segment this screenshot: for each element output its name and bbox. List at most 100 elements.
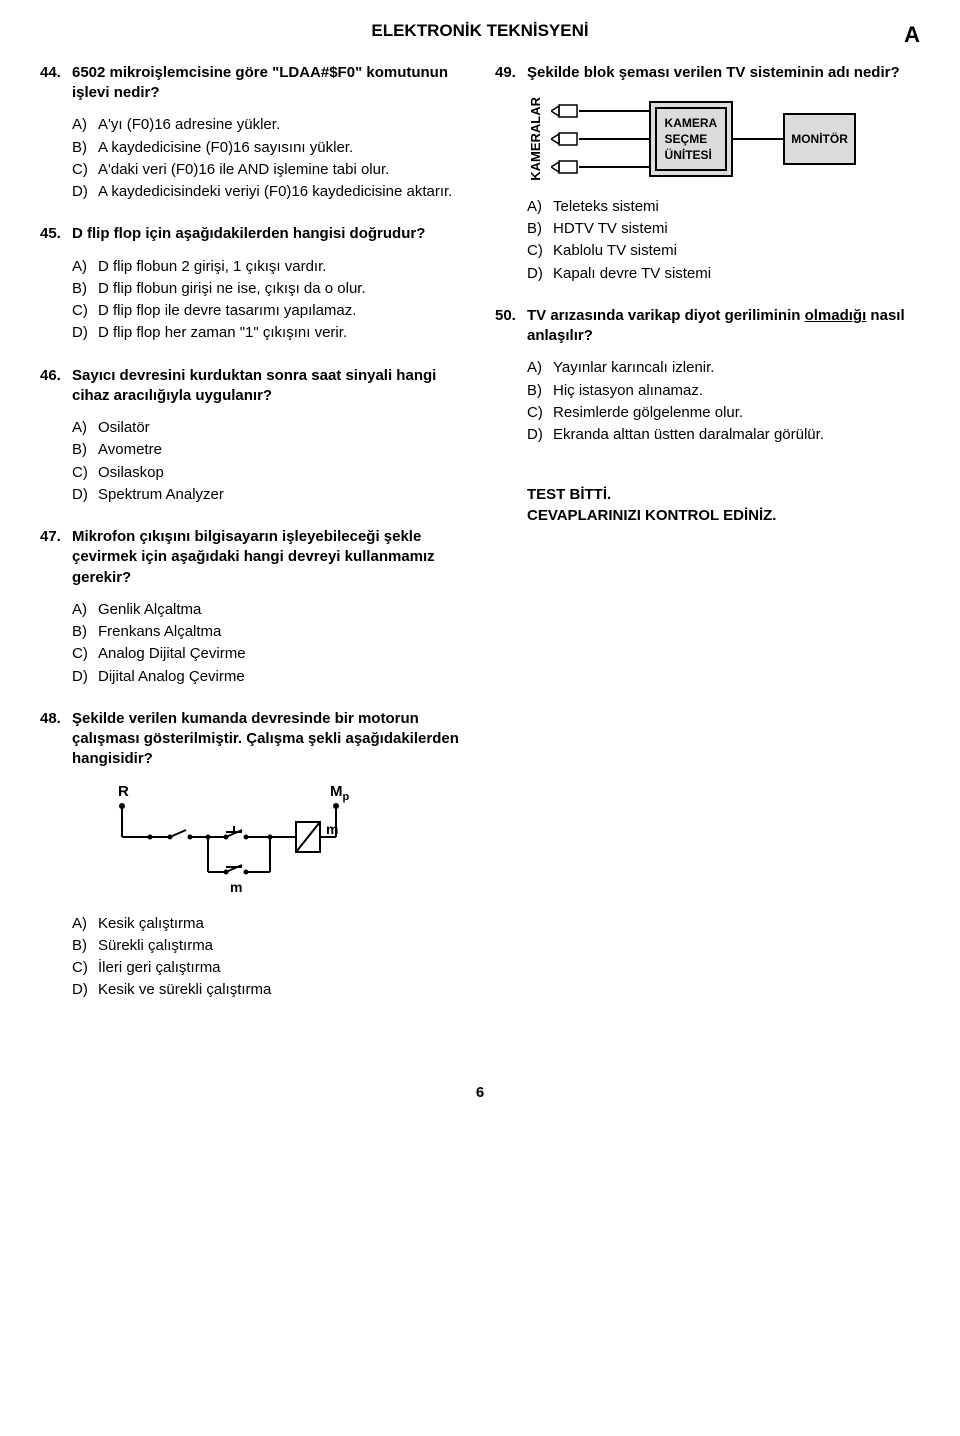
q47-a-label: A) (72, 600, 94, 620)
q45-num: 45. (40, 224, 66, 244)
q49-c-label: C) (527, 241, 549, 261)
question-47: 47. Mikrofon çıkışını bilgisayarın işley… (40, 527, 465, 687)
circuit-label-Mp: Mp (330, 783, 350, 803)
q48-b-label: B) (72, 936, 94, 956)
q49-options: A)Teleteks sistemi B)HDTV TV sistemi C)K… (527, 197, 920, 284)
q44-a-label: A) (72, 115, 94, 135)
q50-c: Resimlerde gölgelenme olur. (553, 403, 920, 423)
page-number: 6 (40, 1083, 920, 1103)
q46-text: Sayıcı devresini kurduktan sonra saat si… (72, 366, 465, 407)
test-end-2: CEVAPLARINIZI KONTROL EDİNİZ. (527, 506, 920, 526)
q47-c: Analog Dijital Çevirme (98, 644, 465, 664)
q48-num: 48. (40, 709, 66, 770)
q45-d-label: D) (72, 323, 94, 343)
q46-a-label: A) (72, 418, 94, 438)
q50-options: A)Yayınlar karıncalı izlenir. B)Hiç ista… (527, 358, 920, 445)
q45-d: D flip flop her zaman "1" çıkışını verir… (98, 323, 465, 343)
question-49: 49. Şekilde blok şeması verilen TV siste… (495, 63, 920, 284)
q48-c: İleri geri çalıştırma (98, 958, 465, 978)
q48-b: Sürekli çalıştırma (98, 936, 465, 956)
q46-a: Osilatör (98, 418, 465, 438)
header-title: ELEKTRONİK TEKNİSYENİ (371, 20, 588, 43)
question-46: 46. Sayıcı devresini kurduktan sonra saa… (40, 366, 465, 506)
q46-options: A)Osilatör B)Avometre C)Osilaskop D)Spek… (72, 418, 465, 505)
q44-a: A'yı (F0)16 adresine yükler. (98, 115, 465, 135)
q45-c-label: C) (72, 301, 94, 321)
left-column: 44. 6502 mikroişlemcisine göre "LDAA#$F0… (40, 63, 465, 1023)
header-letter: A (904, 20, 920, 50)
q50-text-underline: olmadığı (805, 307, 867, 324)
right-column: 49. Şekilde blok şeması verilen TV siste… (495, 63, 920, 1023)
circuit-label-R: R (118, 783, 129, 800)
q49-b: HDTV TV sistemi (553, 219, 920, 239)
q49-d-label: D) (527, 264, 549, 284)
question-48: 48. Şekilde verilen kumanda devresinde b… (40, 709, 465, 1001)
q44-b-label: B) (72, 138, 94, 158)
q50-d: Ekranda alttan üstten daralmalar görülür… (553, 425, 920, 445)
q49-text: Şekilde blok şeması verilen TV sistemini… (527, 63, 920, 83)
q48-a-label: A) (72, 914, 94, 934)
test-end-1: TEST BİTTİ. (527, 485, 920, 505)
q47-a: Genlik Alçaltma (98, 600, 465, 620)
connection-lines (579, 99, 649, 179)
q47-options: A)Genlik Alçaltma B)Frenkans Alçaltma C)… (72, 600, 465, 687)
q48-d: Kesik ve sürekli çalıştırma (98, 980, 465, 1000)
q48-options: A)Kesik çalıştırma B)Sürekli çalıştırma … (72, 914, 465, 1001)
q47-b: Frenkans Alçaltma (98, 622, 465, 642)
page-header: ELEKTRONİK TEKNİSYENİ A (40, 20, 920, 43)
mid-line (733, 138, 783, 140)
q49-a: Teleteks sistemi (553, 197, 920, 217)
camera-icons (551, 102, 579, 176)
q49-a-label: A) (527, 197, 549, 217)
q44-b: A kaydedicisine (F0)16 sayısını yükler. (98, 138, 465, 158)
q49-num: 49. (495, 63, 521, 83)
q49-b-label: B) (527, 219, 549, 239)
q47-num: 47. (40, 527, 66, 588)
q46-b: Avometre (98, 440, 465, 460)
box1-l2: SEÇME (665, 131, 718, 147)
camera-icon (551, 158, 579, 176)
q48-d-label: D) (72, 980, 94, 1000)
q45-a-label: A) (72, 257, 94, 277)
question-45: 45. D flip flop için aşağıdakilerden han… (40, 224, 465, 343)
q47-c-label: C) (72, 644, 94, 664)
q47-d: Dijital Analog Çevirme (98, 667, 465, 687)
kamera-secme-box-outer: KAMERA SEÇME ÜNİTESİ (649, 101, 734, 178)
q47-b-label: B) (72, 622, 94, 642)
q48-text: Şekilde verilen kumanda devresinde bir m… (72, 709, 465, 770)
content-columns: 44. 6502 mikroişlemcisine göre "LDAA#$F0… (40, 63, 920, 1023)
q44-c-label: C) (72, 160, 94, 180)
q45-text: D flip flop için aşağıdakilerden hangisi… (72, 224, 465, 244)
circuit-label-m-upper: m (326, 821, 338, 837)
q45-a: D flip flobun 2 girişi, 1 çıkışı vardır. (98, 257, 465, 277)
q44-c: A'daki veri (F0)16 ile AND işlemine tabi… (98, 160, 465, 180)
box1-l1: KAMERA (665, 115, 718, 131)
box1-l3: ÜNİTESİ (665, 147, 718, 163)
q46-c: Osilaskop (98, 463, 465, 483)
q46-num: 46. (40, 366, 66, 407)
kameralar-label: KAMERALAR (527, 97, 545, 181)
monitor-box: MONİTÖR (783, 113, 856, 165)
q49-c: Kablolu TV sistemi (553, 241, 920, 261)
q50-b-label: B) (527, 381, 549, 401)
q50-num: 50. (495, 306, 521, 347)
q45-c: D flip flop ile devre tasarımı yapılamaz… (98, 301, 465, 321)
kamera-secme-box: KAMERA SEÇME ÜNİTESİ (655, 107, 728, 172)
q44-options: A)A'yı (F0)16 adresine yükler. B)A kayde… (72, 115, 465, 202)
q50-b: Hiç istasyon alınamaz. (553, 381, 920, 401)
q44-d: A kaydedicisindeki veriyi (F0)16 kaydedi… (98, 182, 465, 202)
q46-d-label: D) (72, 485, 94, 505)
q45-options: A)D flip flobun 2 girişi, 1 çıkışı vardı… (72, 257, 465, 344)
q46-b-label: B) (72, 440, 94, 460)
q50-text-pre: TV arızasında varikap diyot geriliminin (527, 307, 805, 324)
q47-text: Mikrofon çıkışını bilgisayarın işleyebil… (72, 527, 465, 588)
q47-d-label: D) (72, 667, 94, 687)
q44-num: 44. (40, 63, 66, 104)
q44-d-label: D) (72, 182, 94, 202)
q50-text: TV arızasında varikap diyot geriliminin … (527, 306, 920, 347)
q48-c-label: C) (72, 958, 94, 978)
q50-a-label: A) (527, 358, 549, 378)
q50-d-label: D) (527, 425, 549, 445)
q48-circuit-diagram: R Mp (100, 782, 465, 902)
q45-b-label: B) (72, 279, 94, 299)
